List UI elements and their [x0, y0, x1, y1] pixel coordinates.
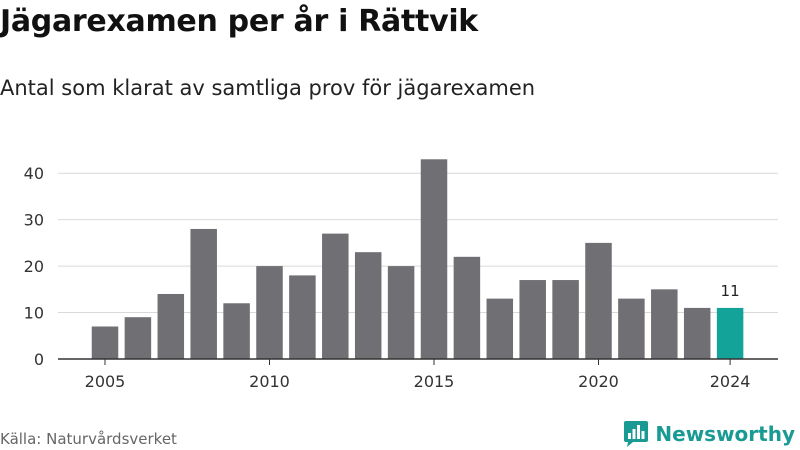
x-tick-label: 2024	[710, 372, 751, 391]
x-tick-label: 2015	[414, 372, 455, 391]
bar-2016	[453, 256, 481, 359]
y-tick-label: 10	[24, 304, 44, 323]
x-tick-label: 2020	[578, 372, 619, 391]
bar-2024	[716, 307, 744, 359]
bar-2011	[289, 275, 316, 359]
x-tick-label: 2010	[249, 372, 290, 391]
bar-chart: 0 10 20 30 40 2005 2010 2015 2020 2024 11	[24, 159, 778, 391]
bar-2023	[683, 307, 711, 359]
y-tick-label: 30	[24, 211, 44, 230]
bar-2020	[585, 242, 612, 359]
source-note: Källa: Naturvårdsverket	[0, 430, 177, 448]
bar-2019	[552, 280, 579, 359]
bar-chart-speech-bubble-icon	[624, 421, 649, 447]
chart-subtitle: Antal som klarat av samtliga prov för jä…	[0, 76, 536, 100]
bar-2017	[486, 298, 514, 359]
x-tick-label: 2005	[85, 372, 126, 391]
bar-2007	[157, 293, 185, 359]
bar-2010	[256, 266, 283, 359]
y-tick-label: 20	[24, 257, 44, 276]
bar-2009	[223, 303, 250, 359]
bar-2008	[190, 228, 217, 359]
data-label-2024: 11	[721, 282, 740, 300]
y-tick-label: 40	[24, 164, 44, 183]
bar-2013	[354, 252, 382, 359]
bar-2022	[651, 289, 678, 359]
bar-2012	[322, 233, 349, 359]
data-labels: 11	[721, 282, 740, 300]
brand-logo[interactable]: Newsworthy	[623, 420, 795, 448]
bar-2014	[387, 266, 415, 359]
bar-2021	[618, 298, 645, 359]
bars	[91, 159, 744, 359]
bar-2018	[519, 280, 546, 359]
chart-title: Jägarexamen per år i Rättvik	[0, 4, 478, 39]
axes: 0 10 20 30 40 2005 2010 2015 2020 2024	[24, 164, 778, 391]
bar-2015	[420, 159, 448, 359]
bar-2006	[124, 317, 152, 359]
brand-name: Newsworthy	[655, 422, 795, 446]
bar-2005	[91, 326, 119, 359]
y-tick-label: 0	[34, 350, 44, 369]
